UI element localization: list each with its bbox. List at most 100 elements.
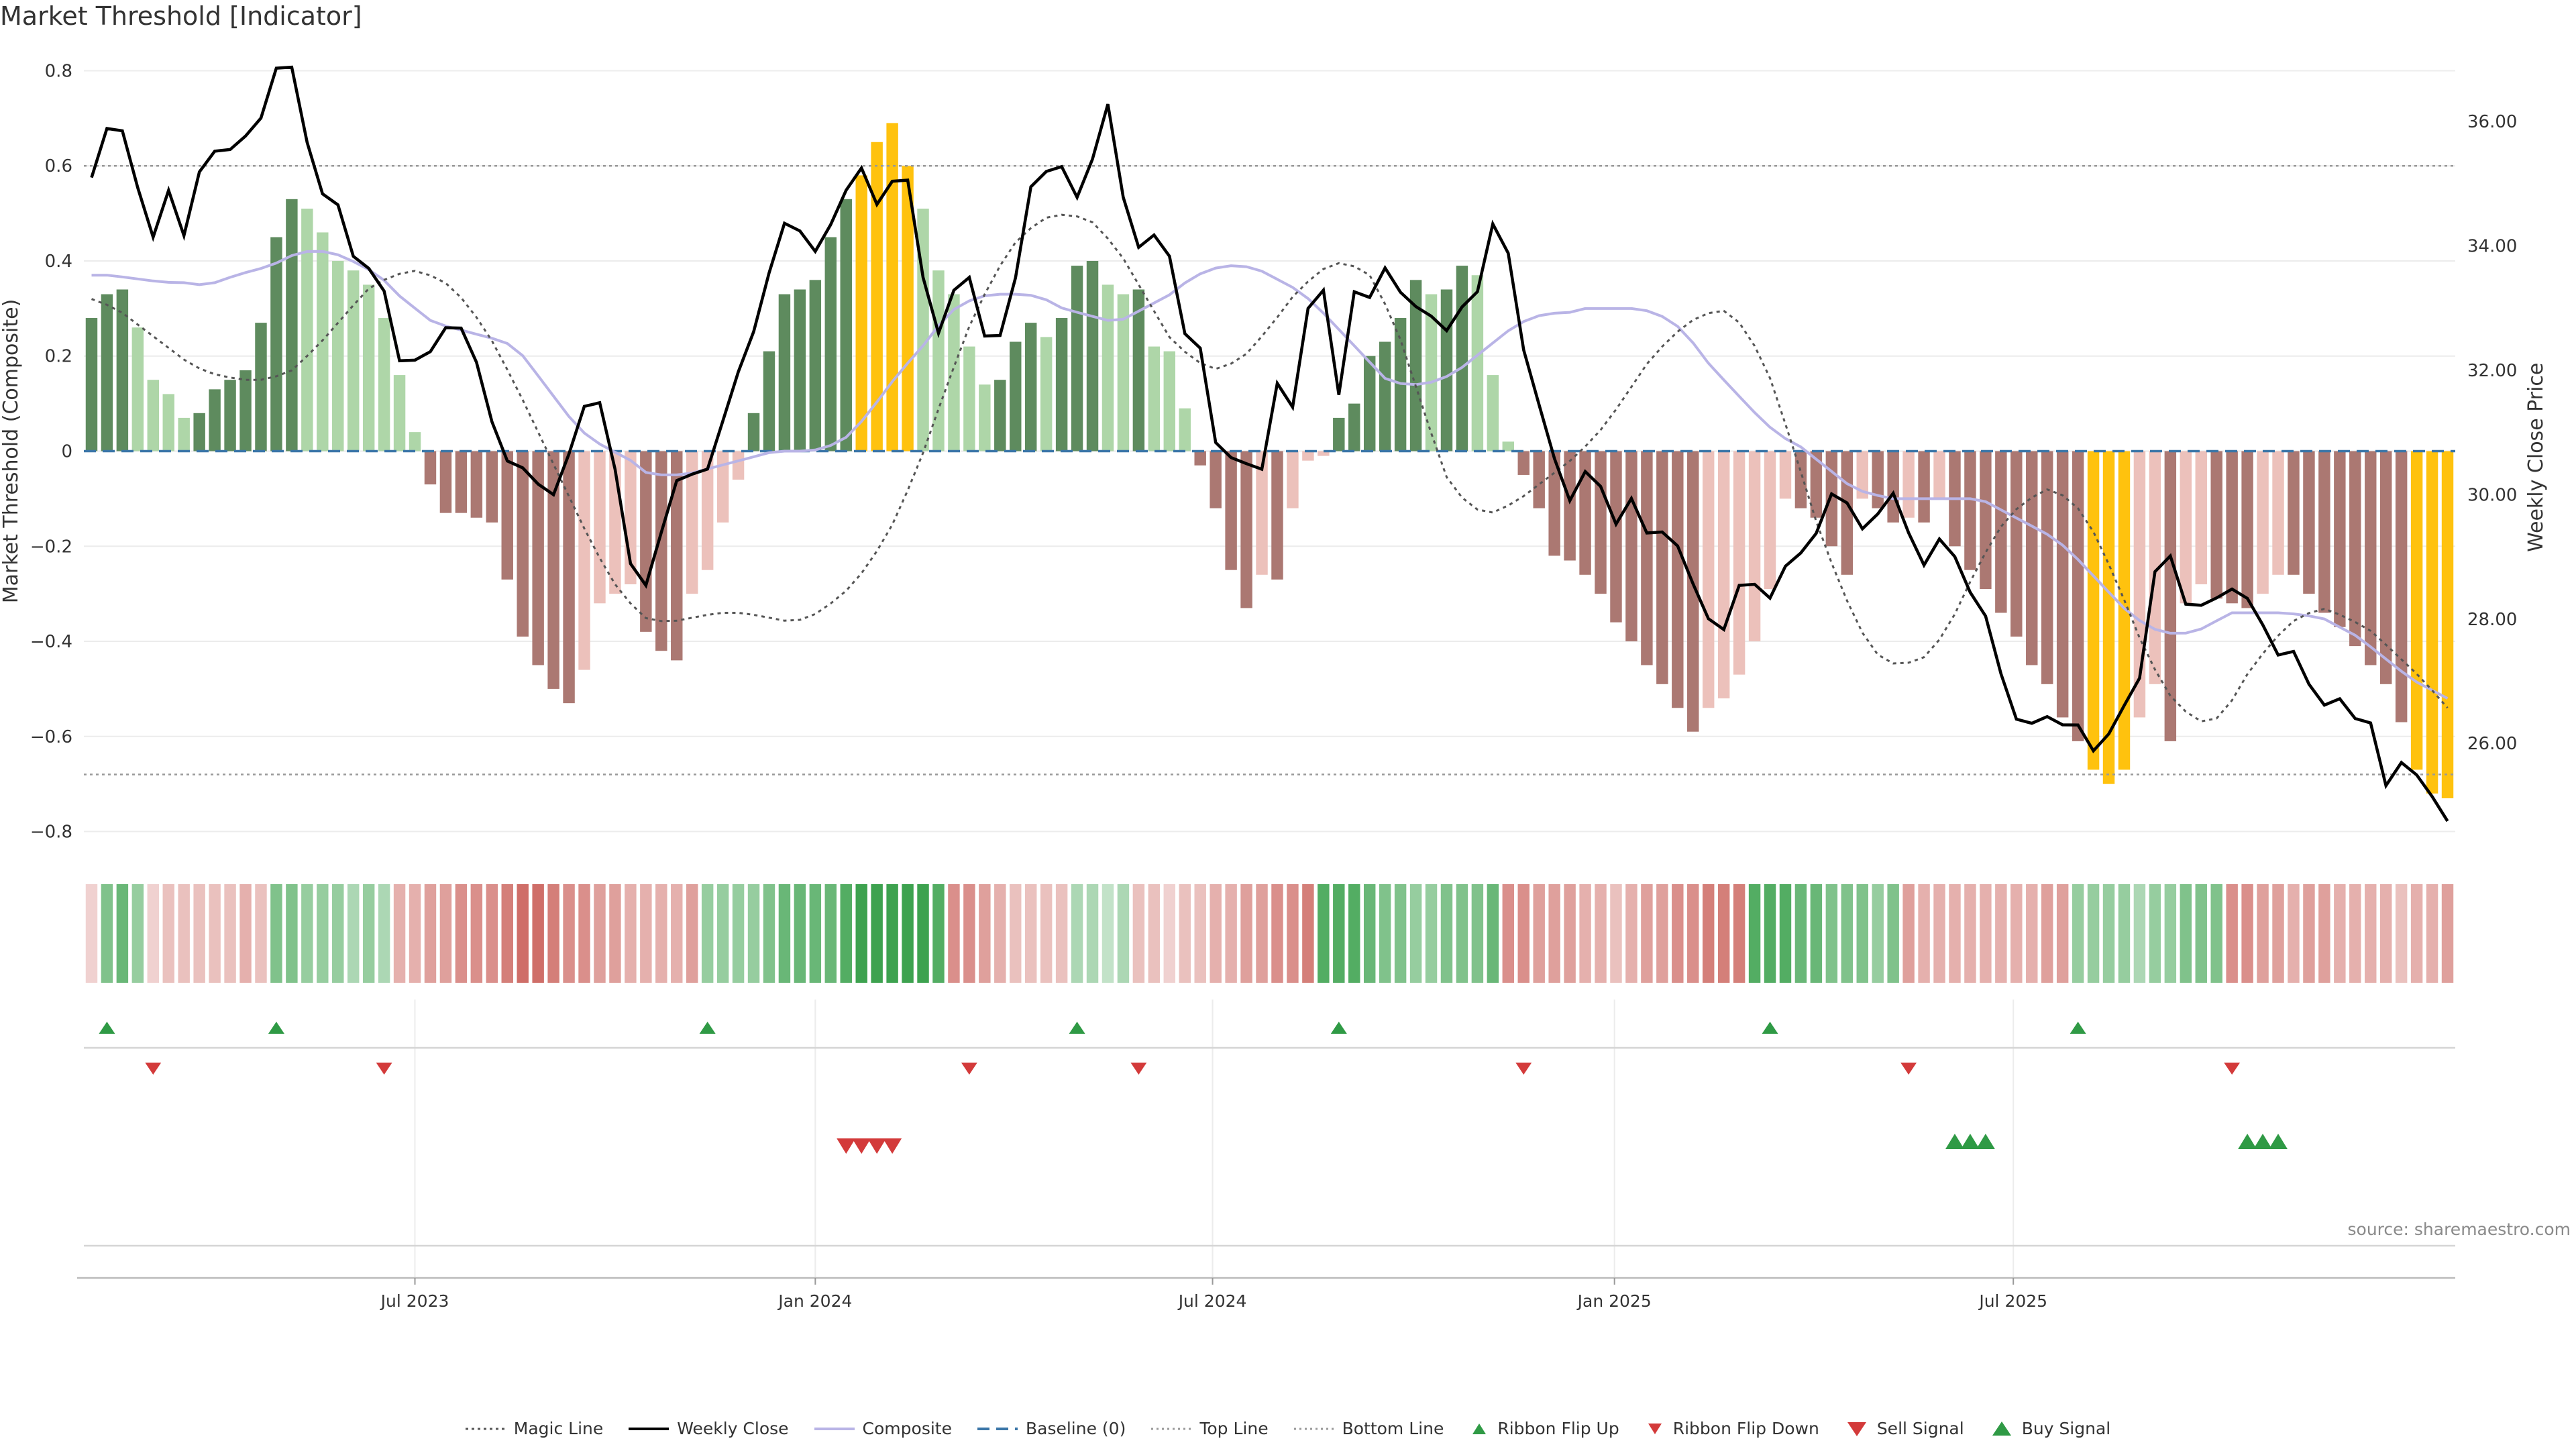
composite-bar: [409, 432, 421, 451]
ribbon-cell: [1595, 884, 1607, 983]
ribbon-cell: [486, 884, 498, 983]
ribbon-cell: [2087, 884, 2100, 983]
x-tick-label: Jan 2024: [777, 1291, 852, 1311]
composite-bar: [840, 199, 852, 451]
ribbon-cell: [1163, 884, 1176, 983]
composite-bar: [1071, 266, 1083, 451]
ribbon-cell: [1471, 884, 1484, 983]
x-tick-label: Jul 2023: [380, 1291, 449, 1311]
ribbon-cell: [1055, 884, 1068, 983]
ribbon-flip-down-marker: [1515, 1063, 1532, 1075]
ribbon-cell: [609, 884, 621, 983]
composite-bar: [1055, 318, 1068, 451]
composite-bar: [2041, 451, 2053, 684]
composite-bar: [732, 451, 745, 480]
composite-bar: [1548, 451, 1560, 556]
composite-bar: [1225, 451, 1237, 570]
y-tick-label-right: 34.00: [2467, 237, 2517, 257]
ribbon-flip-up-marker: [99, 1022, 115, 1034]
ribbon-cell: [147, 884, 160, 983]
composite-bar: [1425, 294, 1438, 451]
composite-bar: [2087, 451, 2100, 770]
ribbon-cell: [563, 884, 575, 983]
composite-bar: [578, 451, 590, 670]
composite-bar: [1117, 294, 1130, 451]
ribbon-cell: [747, 884, 760, 983]
ribbon-cell: [424, 884, 437, 983]
composite-bar: [701, 451, 714, 570]
composite-bar: [224, 380, 236, 451]
ribbon-flip-up-marker: [699, 1022, 716, 1034]
y-tick-label-right: 28.00: [2467, 610, 2517, 630]
composite-bar: [2410, 451, 2423, 770]
ribbon-cell: [809, 884, 822, 983]
composite-bar: [501, 451, 513, 580]
composite-bar: [1980, 451, 1992, 590]
ribbon-cell: [209, 884, 221, 983]
composite-bar: [2334, 451, 2346, 627]
ribbon-cell: [1672, 884, 1684, 983]
ribbon-flip-up-marker: [1762, 1022, 1778, 1034]
ribbon-cell: [532, 884, 544, 983]
composite-bar: [2303, 451, 2315, 594]
ribbon-cell: [547, 884, 559, 983]
ribbon-cell: [1687, 884, 1699, 983]
composite-bar: [393, 375, 406, 451]
y-axis-title-left: Market Threshold (Composite): [0, 299, 23, 604]
composite-bar: [378, 318, 390, 451]
composite-bar: [809, 280, 822, 451]
ribbon-cell: [1764, 884, 1776, 983]
composite-bar: [886, 123, 898, 451]
composite-bar: [2102, 451, 2115, 784]
composite-bar: [1132, 289, 1145, 451]
composite-bar: [1717, 451, 1730, 699]
ribbon-cell: [1394, 884, 1407, 983]
ribbon-flip-down-marker: [1900, 1063, 1917, 1075]
buy-signal-marker: [1945, 1134, 1964, 1149]
y-tick-label-left: 0.6: [45, 156, 72, 176]
legend-label: Sell Signal: [1876, 1419, 1964, 1438]
ribbon-cell: [131, 884, 144, 983]
legend-item-ribbon-flip-up: Ribbon Flip Up: [1469, 1419, 1619, 1438]
ribbon-cell: [578, 884, 590, 983]
ribbon-cell: [2257, 884, 2269, 983]
axes: 0.8 0.6 0.4 0.2 0 −0.2 −0.4 −0.6 −0.8 36.00 34.00 3…: [0, 61, 2548, 842]
composite-bar: [301, 209, 313, 451]
dotted-line-light-icon: [1293, 1428, 1334, 1430]
sell-signal-marker: [867, 1138, 887, 1154]
ribbon-cell: [1240, 884, 1252, 983]
legend-label: Magic Line: [513, 1419, 604, 1438]
composite-bar: [193, 413, 205, 451]
composite-bar: [716, 451, 729, 523]
composite-bar: [517, 451, 529, 637]
composite-bar: [2164, 451, 2177, 741]
ribbon-cell: [1333, 884, 1345, 983]
composite-bar: [932, 270, 945, 451]
ribbon-cell: [1086, 884, 1099, 983]
ribbon-cell: [1024, 884, 1037, 983]
dotted-line-light-icon: [1151, 1428, 1192, 1430]
ribbon-cell: [470, 884, 483, 983]
ribbon-flip-down-marker: [2224, 1063, 2241, 1075]
ribbon-cell: [1995, 884, 2007, 983]
ribbon-cell: [1980, 884, 1992, 983]
composite-bar: [794, 289, 806, 451]
ribbon-cell: [2379, 884, 2392, 983]
composite-bar: [439, 451, 452, 513]
ribbon-cell: [1733, 884, 1746, 983]
ribbon-cell: [917, 884, 929, 983]
ribbon-cell: [1949, 884, 1961, 983]
composite-bar: [1287, 451, 1299, 508]
ribbon-cell: [594, 884, 606, 983]
signal-panel: [84, 1134, 2455, 1247]
x-tick-label: Jan 2025: [1576, 1291, 1652, 1311]
composite-bar: [2010, 451, 2023, 637]
composite-bar: [994, 380, 1006, 451]
composite-bar: [255, 323, 267, 451]
composite-bar: [2210, 451, 2222, 599]
composite-bar: [2426, 451, 2438, 794]
ribbon-flip-down-marker: [145, 1063, 162, 1075]
ribbon-cell: [1179, 884, 1191, 983]
composite-bar: [655, 451, 667, 651]
ribbon-flip-up-marker: [268, 1022, 284, 1034]
